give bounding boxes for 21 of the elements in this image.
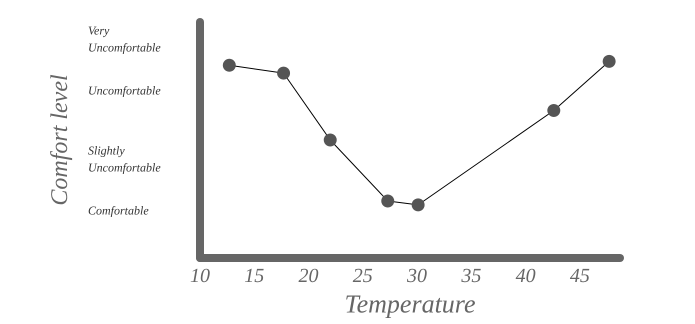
text: Uncomfortable [88,84,162,98]
x-tick-label: 30 [406,265,428,287]
x-tick-label: 35 [460,265,482,287]
text: Slightly Uncomfortable [88,144,162,174]
x-tick-label: 20 [298,265,319,287]
x-axis-title: Temperature [344,289,476,318]
y-axis-title: Comfort level [47,74,73,206]
point [222,58,236,72]
x-tick-label: 15 [244,265,264,287]
text: Comfortable [88,204,150,218]
point [381,194,394,208]
x-tick-label: 45 [570,265,590,287]
point [547,104,560,117]
text: Very Uncomfortable [88,24,162,54]
x-tick-label: 10 [190,265,210,287]
point [602,54,616,68]
point [324,134,337,146]
point [277,66,290,80]
point [412,198,425,212]
x-tick-label: 40 [516,265,536,287]
x-tick-label: 25 [352,265,373,287]
